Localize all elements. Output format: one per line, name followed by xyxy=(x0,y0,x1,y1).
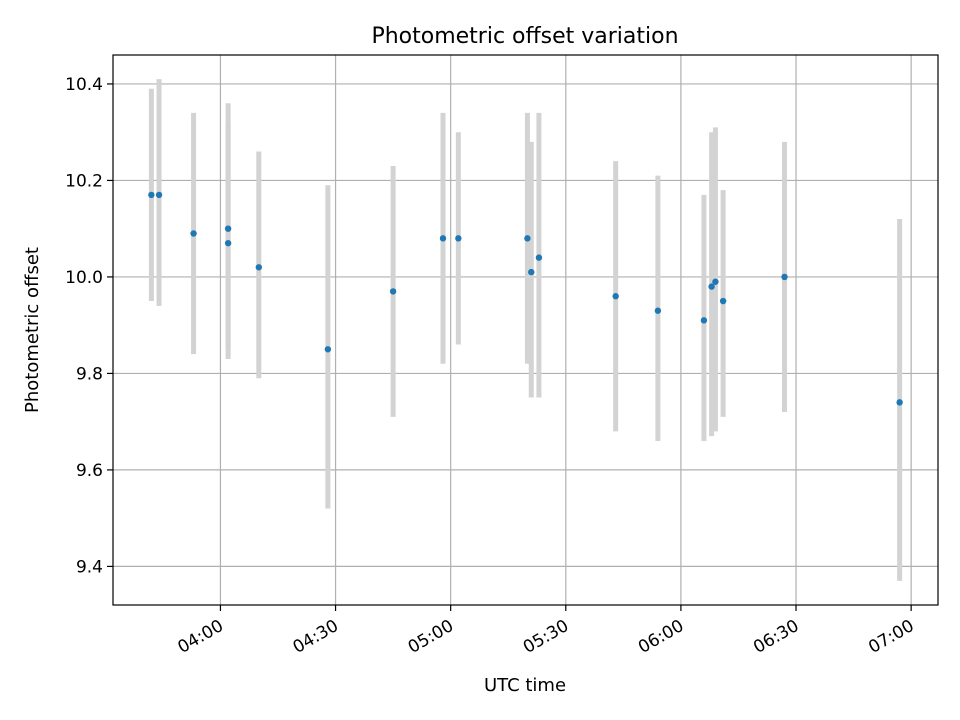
y-tick-label: 10.0 xyxy=(65,268,103,288)
y-tick-label: 10.2 xyxy=(65,171,103,191)
y-axis-ticks: 9.4 9.6 9.8 10.0 10.2 10.4 xyxy=(65,75,113,577)
data-point xyxy=(712,278,719,285)
y-tick-label: 9.8 xyxy=(76,364,103,384)
data-point xyxy=(896,399,903,406)
chart-title: Photometric offset variation xyxy=(371,24,678,49)
data-point xyxy=(528,268,535,276)
data-point xyxy=(324,346,332,353)
x-tick-label: 07:00 xyxy=(865,616,917,658)
x-tick-label: 04:00 xyxy=(175,616,227,658)
x-tick-label: 06:30 xyxy=(750,616,802,658)
data-points xyxy=(148,191,903,406)
data-point xyxy=(439,235,447,242)
data-point xyxy=(719,297,727,305)
data-point xyxy=(148,191,155,199)
x-tick-label: 05:30 xyxy=(520,616,572,658)
data-point xyxy=(155,191,163,199)
x-tick-label: 04:30 xyxy=(290,616,342,658)
y-tick-label: 10.4 xyxy=(65,75,103,95)
data-point xyxy=(455,235,462,242)
data-point xyxy=(781,273,788,281)
error-bars xyxy=(148,79,903,581)
data-point xyxy=(255,264,263,271)
y-axis-label: Photometric offset xyxy=(22,247,43,413)
data-point xyxy=(700,317,708,324)
data-point xyxy=(654,307,662,314)
x-tick-label: 05:00 xyxy=(405,616,457,658)
data-point xyxy=(389,288,397,295)
y-tick-label: 9.4 xyxy=(76,557,103,577)
data-point xyxy=(190,230,197,237)
plot-frame xyxy=(112,54,939,606)
x-axis-label: UTC time xyxy=(484,675,566,696)
data-point xyxy=(224,239,232,247)
data-point xyxy=(224,225,232,232)
x-tick-label: 06:00 xyxy=(635,616,687,658)
gridlines xyxy=(113,55,938,605)
data-point xyxy=(708,283,715,290)
data-point xyxy=(612,293,619,300)
data-point xyxy=(535,254,543,261)
y-tick-label: 9.6 xyxy=(76,461,103,481)
data-point xyxy=(524,235,531,242)
x-axis-ticks: 04:00 04:30 05:00 05:30 06:00 06:30 07:00 xyxy=(175,605,918,658)
